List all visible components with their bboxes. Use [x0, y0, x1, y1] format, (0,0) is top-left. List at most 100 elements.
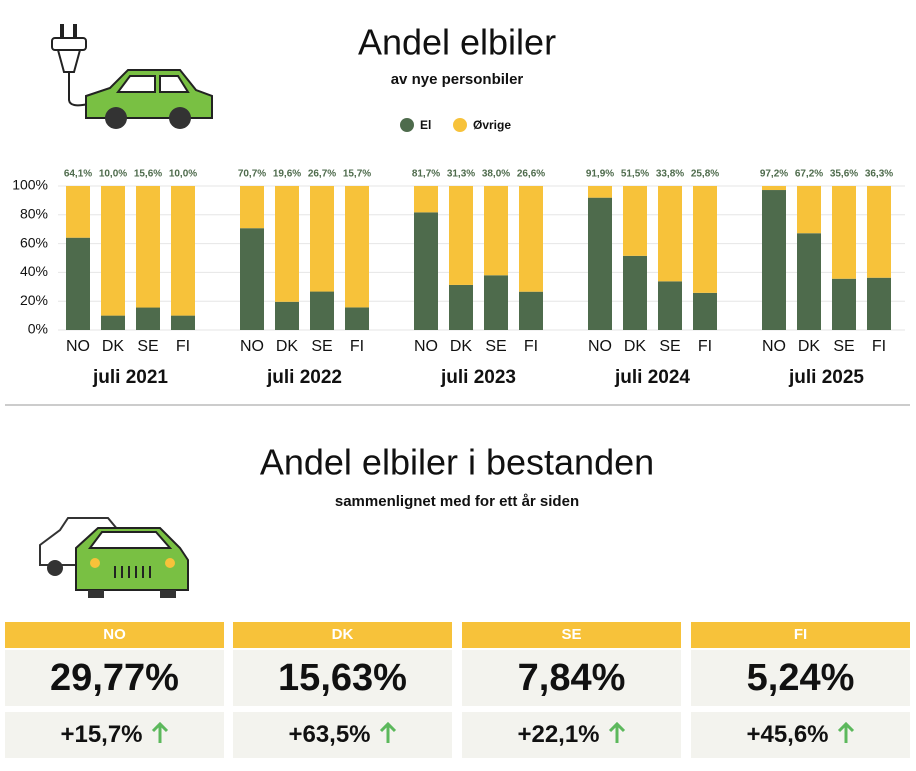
- value-label: 67,2%: [795, 169, 823, 180]
- bar-segment: [240, 228, 264, 330]
- cars-icon: [39, 517, 189, 598]
- card-header-text: SE: [561, 626, 582, 643]
- bar-segment: [66, 237, 90, 330]
- card-header-text: NO: [103, 626, 126, 643]
- group-label: juli 2023: [440, 367, 516, 388]
- bar-segment: [623, 255, 647, 330]
- card-header-text: FI: [793, 626, 808, 643]
- bar-segment: [832, 278, 856, 330]
- bar-segment: [310, 291, 334, 330]
- up-arrow: [151, 721, 168, 743]
- value-label: 33,8%: [656, 169, 684, 180]
- bar-segment: [171, 186, 195, 316]
- card-share: 5,24%: [691, 650, 910, 706]
- value-label: 38,0%: [482, 169, 510, 180]
- bar-segment: [658, 281, 682, 330]
- card-change: +63,5%: [233, 712, 452, 758]
- value-label: 15,6%: [134, 169, 162, 180]
- bar-segment: [310, 186, 334, 292]
- x-tick-label: NO: [762, 338, 786, 355]
- value-label: 25,8%: [691, 169, 719, 180]
- group-label: juli 2021: [92, 367, 168, 388]
- bar-segment: [762, 190, 786, 330]
- value-label: 26,6%: [517, 169, 545, 180]
- y-tick-label: 20%: [20, 292, 48, 308]
- x-tick-label: DK: [798, 338, 821, 355]
- x-tick-label: SE: [485, 338, 506, 355]
- bar-segment: [66, 186, 90, 238]
- y-tick-label: 40%: [20, 263, 48, 279]
- bar-segment: [693, 292, 717, 330]
- bar-segment: [136, 186, 160, 308]
- up-arrow: [608, 721, 625, 743]
- stat-card: FI 5,24% +45,6%: [691, 622, 910, 758]
- bar-segment: [414, 186, 438, 213]
- plug-car-icon: [51, 24, 213, 129]
- value-label: 15,7%: [343, 169, 371, 180]
- value-label: 10,0%: [169, 169, 197, 180]
- x-tick-label: DK: [102, 338, 125, 355]
- x-tick-label: FI: [350, 338, 364, 355]
- bar-segment: [623, 186, 647, 256]
- y-tick-label: 100%: [12, 177, 48, 193]
- value-label: 91,9%: [586, 169, 614, 180]
- value-label: 97,2%: [760, 169, 788, 180]
- bar-segment: [275, 186, 299, 302]
- bar-segment: [832, 186, 856, 279]
- value-label: 26,7%: [308, 169, 336, 180]
- up-arrow: [379, 721, 396, 743]
- value-label: 36,3%: [865, 169, 893, 180]
- x-tick-label: FI: [872, 338, 886, 355]
- bar-segment: [101, 186, 125, 316]
- bar-segment: [275, 301, 299, 330]
- card-share: 7,84%: [462, 650, 681, 706]
- x-tick-label: SE: [659, 338, 680, 355]
- card-share-text: 29,77%: [50, 657, 179, 699]
- y-tick-label: 0%: [28, 321, 48, 337]
- x-tick-label: NO: [66, 338, 90, 355]
- card-change-text: +63,5%: [288, 721, 371, 748]
- bar-segment: [797, 233, 821, 330]
- chart: Andel elbiler av nye personbiler Andel e…: [5, 22, 910, 598]
- y-tick-label: 60%: [20, 234, 48, 250]
- bar-segment: [449, 186, 473, 285]
- x-tick-label: SE: [833, 338, 854, 355]
- value-label: 10,0%: [99, 169, 127, 180]
- value-label: 35,6%: [830, 169, 858, 180]
- bar-segment: [588, 197, 612, 330]
- x-tick-label: NO: [588, 338, 612, 355]
- card-share: 15,63%: [233, 650, 452, 706]
- x-tick-label: FI: [176, 338, 190, 355]
- bar-segment: [867, 277, 891, 330]
- chart-title: Andel elbiler: [358, 22, 556, 63]
- group-label: juli 2025: [788, 367, 864, 388]
- value-label: 51,5%: [621, 169, 649, 180]
- y-tick-label: 80%: [20, 206, 48, 222]
- card-header: FI: [691, 622, 910, 648]
- bar-segment: [414, 212, 438, 330]
- bar-segment: [519, 186, 543, 292]
- card-change: +22,1%: [462, 712, 681, 758]
- value-label: 81,7%: [412, 169, 440, 180]
- bar-segment: [519, 291, 543, 330]
- card-header: SE: [462, 622, 681, 648]
- legend-swatch: [400, 118, 414, 132]
- legend-label: El: [420, 118, 431, 132]
- card-header: NO: [5, 622, 224, 648]
- bar-segment: [658, 186, 682, 282]
- card-share-text: 7,84%: [517, 657, 626, 699]
- section-subtitle: sammenlignet med for ett år siden: [335, 493, 579, 510]
- bar-segment: [136, 307, 160, 330]
- x-tick-label: NO: [240, 338, 264, 355]
- bar-segment: [867, 186, 891, 278]
- value-label: 64,1%: [64, 169, 92, 180]
- x-tick-label: FI: [698, 338, 712, 355]
- x-tick-label: DK: [276, 338, 299, 355]
- bar-segment: [797, 186, 821, 234]
- bar-segment: [762, 186, 786, 191]
- card-header-text: DK: [331, 626, 354, 643]
- chart-subtitle: av nye personbiler: [391, 71, 524, 88]
- bar-segment: [240, 186, 264, 229]
- card-change-text: +45,6%: [746, 721, 829, 748]
